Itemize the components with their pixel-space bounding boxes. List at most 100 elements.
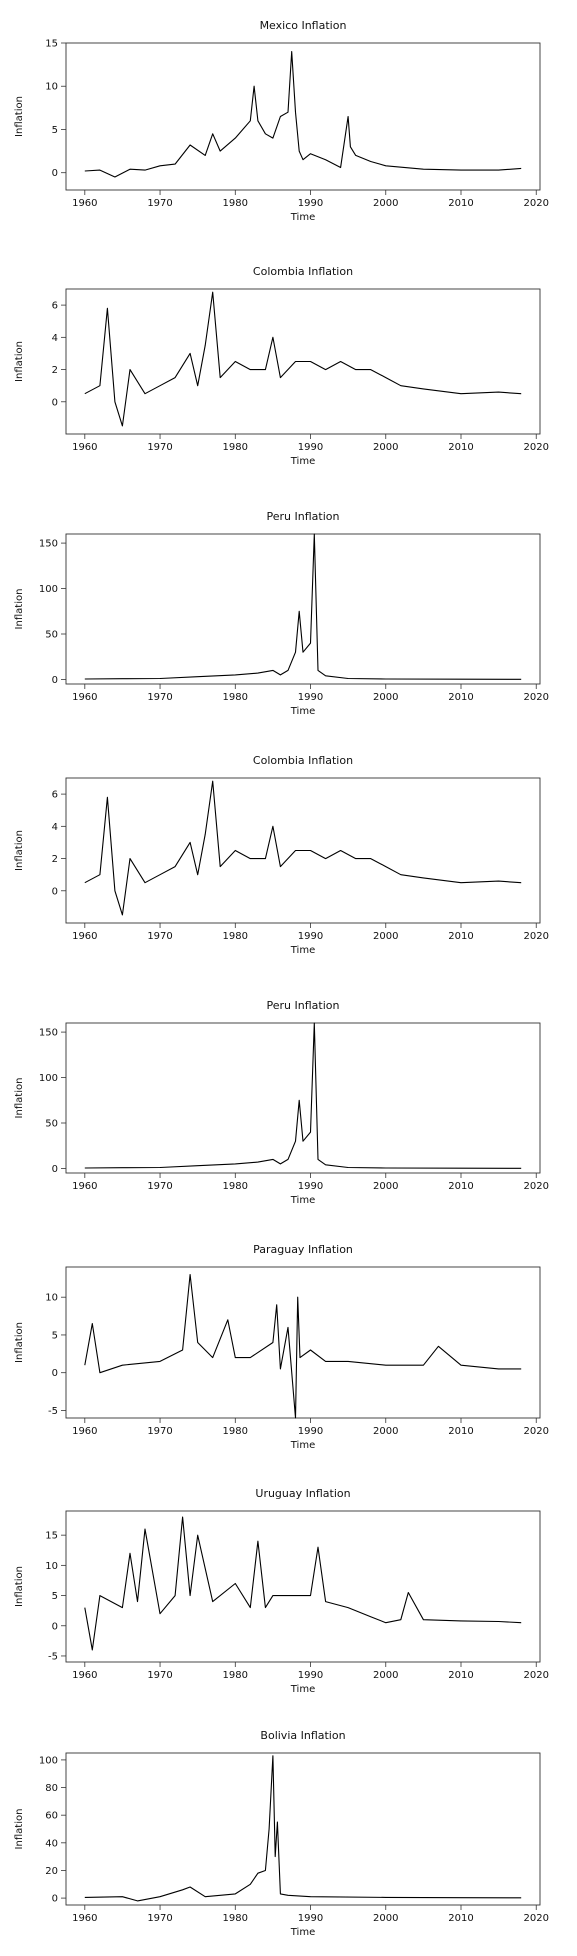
y-tick-label: 5: [52, 125, 58, 136]
x-tick-label: 2000: [373, 198, 398, 209]
plot-frame: [65, 288, 541, 435]
x-tick-label: 1980: [223, 1670, 248, 1681]
chart-title: Mexico Inflation: [260, 19, 347, 32]
x-tick-label: 2020: [524, 1913, 549, 1924]
x-tick-label: 2000: [373, 1181, 398, 1192]
y-axis-label: Inflation: [14, 96, 25, 137]
x-tick-label: 1990: [298, 198, 323, 209]
y-tick-label: 6: [52, 790, 58, 801]
x-tick-label: 2010: [448, 1670, 473, 1681]
x-tick-label: 1970: [147, 692, 172, 703]
y-tick-label: 2: [52, 854, 58, 865]
x-tick-label: 1970: [147, 442, 172, 453]
y-tick-label: 150: [39, 1028, 58, 1039]
chart-6: Paraguay Inflation 1960 1970 1980 1990 2000 20…: [14, 1243, 549, 1451]
x-tick-label: 1990: [298, 931, 323, 942]
x-tick-label: 1960: [72, 931, 97, 942]
y-tick-label: 0: [52, 1894, 58, 1905]
chart-5: Peru Inflation 1960 1970 1980 1990 2000 2010 20…: [14, 999, 549, 1206]
x-tick-label: 1990: [298, 1913, 323, 1924]
y-tick-label: 15: [45, 1531, 58, 1542]
x-tick-label: 1970: [147, 1426, 172, 1437]
y-axis-label: Inflation: [14, 1322, 25, 1363]
y-tick-label: 5: [52, 1591, 58, 1602]
x-tick-label: 1960: [72, 1426, 97, 1437]
plot-frame: [65, 1022, 541, 1174]
y-tick-label: 50: [45, 630, 58, 641]
x-tick-label: 1970: [147, 931, 172, 942]
y-tick-label: 50: [45, 1119, 58, 1130]
y-tick-label: 100: [39, 1073, 58, 1084]
y-tick-label: 0: [52, 1164, 58, 1175]
chart-title: Peru Inflation: [267, 510, 340, 523]
x-axis-label: Time: [290, 456, 315, 467]
y-axis-label: Inflation: [14, 1566, 25, 1607]
chart-7: Uruguay Inflation 1960 1970 1980 1990 2000 201…: [14, 1487, 549, 1695]
x-axis-label: Time: [290, 1684, 315, 1695]
x-tick-label: 1980: [223, 692, 248, 703]
x-tick-label: 1960: [72, 692, 97, 703]
series-line: [84, 291, 522, 427]
x-tick-label: 2020: [524, 1426, 549, 1437]
y-tick-label: -5: [48, 1651, 58, 1662]
x-tick-label: 2000: [373, 1670, 398, 1681]
x-tick-label: 1960: [72, 442, 97, 453]
x-tick-label: 2010: [448, 198, 473, 209]
x-tick-label: 1980: [223, 1181, 248, 1192]
series-line: [84, 1516, 522, 1651]
y-axis-label: Inflation: [14, 1078, 25, 1119]
x-tick-label: 1960: [72, 198, 97, 209]
x-tick-label: 2000: [373, 931, 398, 942]
plot-frame: [65, 1266, 541, 1419]
x-tick-label: 2010: [448, 1181, 473, 1192]
x-axis-label: Time: [290, 706, 315, 717]
x-tick-label: 2020: [524, 931, 549, 942]
y-tick-label: 2: [52, 365, 58, 376]
chart-title: Bolivia Inflation: [260, 1729, 345, 1742]
y-tick-label: 0: [52, 1621, 58, 1632]
x-tick-label: 1970: [147, 1913, 172, 1924]
y-tick-label: 0: [52, 397, 58, 408]
chart-title: Colombia Inflation: [253, 754, 353, 767]
chart-title: Paraguay Inflation: [253, 1243, 353, 1256]
chart-3: Peru Inflation 1960 1970 1980 1990 2000 2010 20…: [14, 510, 549, 717]
x-tick-label: 2020: [524, 1181, 549, 1192]
x-tick-label: 1970: [147, 1181, 172, 1192]
y-tick-label: 0: [52, 886, 58, 897]
x-tick-label: 2000: [373, 692, 398, 703]
x-tick-label: 1990: [298, 442, 323, 453]
chart-title: Colombia Inflation: [253, 265, 353, 278]
x-tick-label: 1980: [223, 1426, 248, 1437]
x-tick-label: 2000: [373, 442, 398, 453]
x-tick-label: 1980: [223, 931, 248, 942]
x-tick-label: 2020: [524, 198, 549, 209]
chart-title: Peru Inflation: [267, 999, 340, 1012]
plot-frame: [65, 533, 541, 685]
y-tick-label: 0: [52, 675, 58, 686]
series-line: [84, 533, 522, 680]
x-tick-label: 1980: [223, 198, 248, 209]
x-tick-label: 1970: [147, 198, 172, 209]
y-axis-label: Inflation: [14, 1809, 25, 1850]
plot-frame: [65, 777, 541, 924]
x-tick-label: 1980: [223, 1913, 248, 1924]
y-tick-label: 150: [39, 539, 58, 550]
series-line: [84, 780, 522, 916]
x-tick-label: 1990: [298, 1181, 323, 1192]
series-line: [84, 1273, 522, 1419]
x-tick-label: 2010: [448, 1913, 473, 1924]
x-tick-label: 2020: [524, 692, 549, 703]
y-tick-label: 0: [52, 1368, 58, 1379]
y-tick-label: 10: [45, 1561, 58, 1572]
y-tick-label: 40: [45, 1838, 58, 1849]
y-tick-label: 6: [52, 301, 58, 312]
plot-frame: [65, 1752, 541, 1906]
x-tick-label: 2000: [373, 1426, 398, 1437]
x-axis-label: Time: [290, 1440, 315, 1451]
x-axis-label: Time: [290, 1927, 315, 1938]
series-line: [84, 1755, 522, 1902]
